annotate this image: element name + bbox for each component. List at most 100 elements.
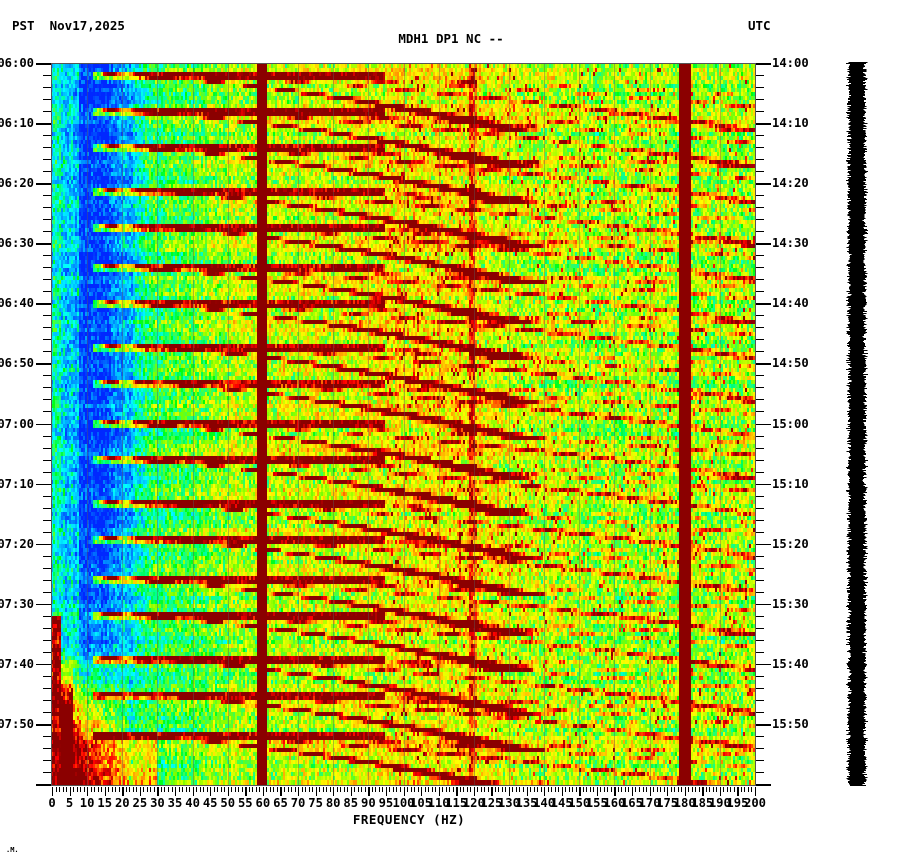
x-axis-label: 100 <box>392 796 415 810</box>
x-tick-major <box>385 787 388 796</box>
x-tick-minor <box>487 787 489 792</box>
y-tick-right-minor <box>756 207 764 209</box>
x-tick-minor <box>343 787 345 792</box>
x-tick-minor <box>586 787 588 792</box>
x-tick-minor <box>674 787 676 792</box>
x-tick-minor <box>329 787 331 792</box>
y-axis-right-label: 15:40 <box>772 656 809 671</box>
y-tick-left-major <box>36 423 51 426</box>
x-tick-minor <box>656 787 658 792</box>
x-axis-label: 130 <box>497 796 520 810</box>
x-tick-major <box>298 787 300 796</box>
x-tick-minor <box>498 787 500 792</box>
x-axis-label: 40 <box>185 796 200 810</box>
x-tick-minor <box>203 787 205 792</box>
x-tick-minor <box>575 787 577 792</box>
x-tick-minor <box>617 787 619 792</box>
y-axis-left-label: 06:40 <box>0 296 34 311</box>
x-tick-minor <box>607 787 609 792</box>
x-tick-minor <box>723 787 725 792</box>
x-axis-label: 90 <box>361 796 376 810</box>
x-tick-minor <box>747 787 749 792</box>
y-tick-left-minor <box>43 651 51 653</box>
x-tick-major <box>684 787 686 796</box>
y-axis-left-label: 07:50 <box>0 716 34 731</box>
x-tick-minor <box>178 787 180 792</box>
y-tick-left-minor <box>43 111 51 113</box>
x-tick-minor <box>726 787 728 792</box>
y-axis-right-label: 14:10 <box>772 116 809 131</box>
x-tick-minor <box>259 787 261 792</box>
x-tick-major <box>421 787 423 796</box>
y-tick-right-minor <box>756 531 764 533</box>
x-tick-minor <box>213 787 215 792</box>
y-tick-left-major <box>36 603 51 606</box>
x-tick-minor <box>129 787 131 792</box>
y-tick-left-minor <box>43 267 51 269</box>
x-tick-minor <box>206 787 208 792</box>
y-tick-left-minor <box>43 339 51 341</box>
spectrogram-plot[interactable] <box>51 63 756 786</box>
y-tick-left-major <box>36 123 51 125</box>
y-tick-right-minor <box>756 555 764 557</box>
y-tick-right-minor <box>756 279 764 281</box>
y-tick-left-minor <box>43 207 51 209</box>
x-axis-label: 5 <box>65 796 74 810</box>
x-tick-minor <box>125 787 127 792</box>
y-tick-left-minor <box>43 351 51 353</box>
amplitude-trace-canvas <box>845 62 869 786</box>
x-tick-minor <box>354 787 356 792</box>
y-tick-right-minor <box>756 315 764 317</box>
x-tick-minor <box>399 787 401 792</box>
x-tick-minor <box>347 787 349 792</box>
x-tick-minor <box>494 787 496 792</box>
y-axis-right-label: 15:30 <box>772 596 809 611</box>
y-tick-right-minor <box>756 75 764 77</box>
x-tick-minor <box>565 787 567 792</box>
x-tick-major <box>122 787 124 796</box>
y-tick-left-minor <box>43 159 51 161</box>
x-tick-minor <box>653 787 655 792</box>
x-axis-label: 115 <box>445 796 468 810</box>
y-tick-right-minor <box>756 147 764 149</box>
y-tick-left-minor <box>43 435 51 437</box>
x-tick-minor <box>688 787 690 792</box>
x-tick-minor <box>62 787 64 792</box>
x-tick-minor <box>76 787 78 792</box>
x-axis-label: 25 <box>132 796 148 810</box>
x-tick-minor <box>551 787 553 792</box>
y-tick-left-minor <box>43 567 51 569</box>
y-axis-right-label: 15:20 <box>772 536 809 551</box>
y-tick-right-minor <box>756 399 764 401</box>
x-tick-minor <box>445 787 447 792</box>
x-tick-minor <box>663 787 665 792</box>
x-tick-minor <box>108 787 110 792</box>
y-tick-right-major <box>756 123 771 125</box>
x-tick-minor <box>118 787 120 792</box>
x-tick-minor <box>248 787 250 792</box>
y-tick-right-minor <box>756 159 764 161</box>
x-tick-minor <box>501 787 503 792</box>
header-timezone-date: PST Nov17,2025 <box>12 18 125 33</box>
x-tick-major <box>157 787 159 796</box>
y-tick-right-minor <box>756 699 764 701</box>
y-tick-right-minor <box>756 747 764 749</box>
x-tick-minor <box>160 787 162 792</box>
x-tick-major <box>737 787 739 796</box>
x-tick-minor <box>396 787 398 792</box>
x-tick-minor <box>283 787 285 792</box>
x-axis-label: 75 <box>308 796 323 810</box>
x-tick-minor <box>470 787 472 792</box>
x-tick-minor <box>322 787 324 792</box>
header-timezone-right: UTC <box>748 18 771 33</box>
x-tick-minor <box>238 787 240 792</box>
y-tick-right-minor <box>756 231 764 233</box>
x-tick-minor <box>593 787 595 792</box>
y-tick-left-major <box>36 363 51 365</box>
x-axis-label: 105 <box>410 796 433 810</box>
amplitude-trace <box>845 62 869 786</box>
x-axis-label: 15 <box>97 796 113 810</box>
y-tick-right-minor <box>756 219 764 221</box>
y-axis-right-label: 15:10 <box>772 476 809 491</box>
